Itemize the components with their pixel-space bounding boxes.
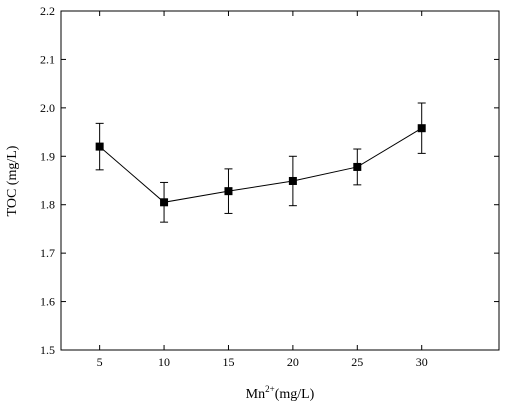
y-axis-ticks: 1.5 1.6 1.7 1.8 1.9 2.0 2.1 2.2	[40, 4, 499, 357]
y-axis-title: TOC (mg/L)	[5, 145, 20, 216]
plot-frame	[60, 10, 500, 351]
y-tick-label: 1.8	[40, 198, 55, 212]
y-tick-label: 2.0	[40, 101, 55, 115]
y-tick-label: 2.1	[40, 52, 55, 66]
data-point	[353, 162, 362, 171]
x-tick-label: 10	[158, 355, 170, 369]
series-line	[99, 127, 422, 203]
data-point	[224, 187, 233, 196]
data-point	[160, 198, 169, 207]
x-axis-title: Mn2+(mg/L)	[246, 384, 315, 402]
y-tick-label: 1.7	[40, 246, 55, 260]
y-tick-label: 1.6	[40, 295, 55, 309]
y-tick-label: 1.5	[40, 343, 55, 357]
x-axis-ticks: 5 10 15 20 25 30	[97, 11, 428, 369]
y-tick-label: 1.9	[40, 149, 55, 163]
series-layer	[95, 102, 426, 223]
x-tick-label: 5	[97, 355, 103, 369]
x-tick-label: 25	[351, 355, 363, 369]
data-point	[95, 142, 104, 151]
x-tick-label: 30	[416, 355, 428, 369]
data-point	[288, 176, 297, 185]
y-tick-label: 2.2	[40, 4, 55, 18]
x-tick-label: 15	[222, 355, 234, 369]
data-point	[417, 124, 426, 133]
x-tick-label: 20	[287, 355, 299, 369]
